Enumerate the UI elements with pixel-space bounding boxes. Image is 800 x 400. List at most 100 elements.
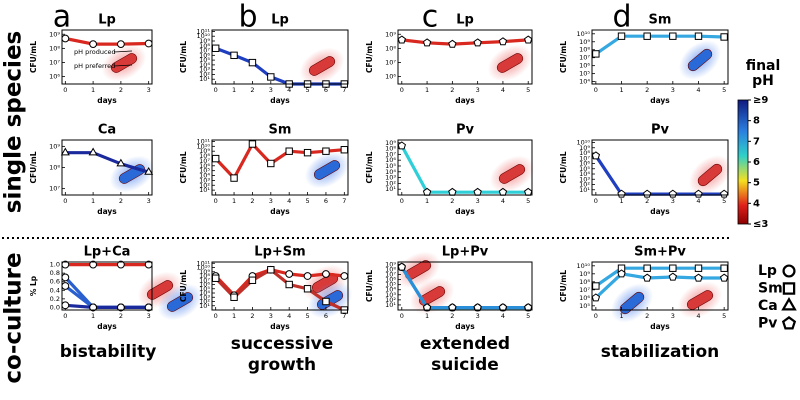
chart-title: Sm (269, 123, 292, 138)
x-tick-label: 1 (619, 197, 623, 205)
plot-frame (61, 261, 153, 311)
x-tick-label: 5 (722, 312, 726, 320)
y-axis-label: CFU/mL (179, 41, 188, 73)
colorbar-tick-label: ≥9 (753, 95, 768, 106)
y-tick-label: 10¹ (199, 186, 210, 194)
y-tick-label: 10⁴ (579, 170, 590, 178)
marker (694, 32, 703, 40)
bacterium-body (418, 286, 446, 306)
y-tick-label: 10⁵ (199, 167, 210, 175)
marker (397, 262, 406, 271)
bacterium-illustration (688, 155, 732, 195)
row-label: single species (1, 31, 27, 213)
legend-label: Lp (758, 263, 777, 279)
marker (422, 303, 432, 312)
plot-frame (211, 139, 349, 196)
series-line (594, 272, 725, 299)
x-tick-label: 4 (287, 86, 291, 94)
y-tick-label: 10⁵ (579, 165, 590, 173)
colorbar-tick-label: 5 (753, 178, 760, 189)
chart-title: Pv (456, 123, 475, 138)
panel-letter: b (238, 0, 257, 35)
y-tick-label: 10⁷ (385, 271, 396, 279)
x-tick-label: 3 (671, 197, 675, 205)
chart-title: Lp (456, 13, 474, 28)
bacterium-illustration (101, 44, 147, 82)
marker (668, 189, 678, 198)
caption: suicide (431, 355, 499, 375)
colorbar-tick-label: 6 (753, 157, 760, 168)
y-tick-label: 10³ (199, 293, 210, 301)
bacterium-body (404, 260, 432, 280)
x-tick-label: 1 (425, 312, 429, 320)
plot-frame (211, 29, 349, 85)
legend-marker (781, 316, 797, 330)
x-tick-label: 1 (232, 312, 236, 320)
plot-frame (61, 29, 153, 85)
x-tick-label: 5 (526, 86, 530, 94)
x-tick-label: 3 (671, 86, 675, 94)
marker (248, 140, 257, 148)
y-axis-label: CFU/mL (365, 151, 374, 183)
x-tick-label: 1 (232, 197, 236, 205)
x-tick-label: 6 (324, 197, 328, 205)
y-tick-label: 10⁶ (385, 156, 396, 164)
y-tick-label: 10³ (579, 175, 590, 183)
y-tick-label: 10⁵ (579, 70, 590, 78)
y-tick-label: 10⁸ (385, 44, 396, 52)
y-tick-label: 10⁷ (385, 150, 396, 158)
y-tick-label: 10⁸ (49, 44, 60, 52)
x-tick-label: 5 (305, 197, 309, 205)
x-tick-label: 7 (342, 197, 346, 205)
marker (422, 38, 432, 47)
y-tick-label: 10¹⁰ (197, 142, 211, 150)
caption: bistability (60, 342, 157, 362)
marker (642, 273, 652, 282)
x-axis-label: days (455, 207, 475, 216)
y-axis-label: CFU/mL (179, 151, 188, 183)
marker (591, 293, 601, 302)
marker (303, 272, 312, 280)
y-tick-label: 10⁹ (385, 30, 396, 38)
marker (116, 158, 126, 167)
x-tick-label: 1 (619, 86, 623, 94)
marker (322, 147, 330, 155)
y-axis-label: CFU/mL (179, 270, 188, 302)
y-tick-label: 10¹⁰ (197, 264, 211, 272)
annotation-arrow (113, 64, 133, 67)
x-tick-label: 5 (305, 86, 309, 94)
y-tick-label: 10¹⁰ (577, 30, 591, 38)
y-tick-label: 10⁶ (49, 73, 60, 81)
plot-frame (591, 139, 729, 196)
panel-letter: a (53, 0, 71, 35)
x-tick-label: 4 (696, 197, 700, 205)
x-axis-label: days (650, 207, 670, 216)
marker (89, 260, 98, 269)
series-line (594, 34, 725, 56)
y-tick-label: 0.2 (50, 295, 60, 303)
annotation-arrow (113, 50, 133, 53)
y-tick-label: 10⁸ (199, 152, 210, 160)
chart-title: Lp+Pv (442, 245, 489, 260)
bacterium-illustration (304, 151, 350, 189)
colorbar-tick-label: ≤3 (753, 219, 768, 230)
x-tick-label: 4 (501, 86, 505, 94)
x-tick-label: 2 (645, 86, 649, 94)
series-line (64, 36, 149, 46)
x-axis-label: days (270, 207, 290, 216)
y-tick-label: 10² (385, 179, 396, 187)
chart-title: Lp (98, 13, 116, 28)
marker (642, 189, 652, 198)
y-tick-label: 10⁷ (199, 157, 210, 165)
x-axis-label: days (455, 322, 475, 331)
bacterium-illustration (299, 47, 345, 85)
x-tick-label: 3 (269, 312, 273, 320)
y-tick-label: 10⁵ (385, 162, 396, 170)
y-tick-label: 10¹¹ (197, 259, 211, 267)
y-tick-label: 10¹ (385, 301, 396, 309)
plot-frame (591, 29, 729, 85)
legend-label: Sm (758, 281, 783, 297)
marker (248, 58, 257, 67)
series-line (400, 145, 529, 194)
y-tick-label: 10² (579, 181, 590, 189)
